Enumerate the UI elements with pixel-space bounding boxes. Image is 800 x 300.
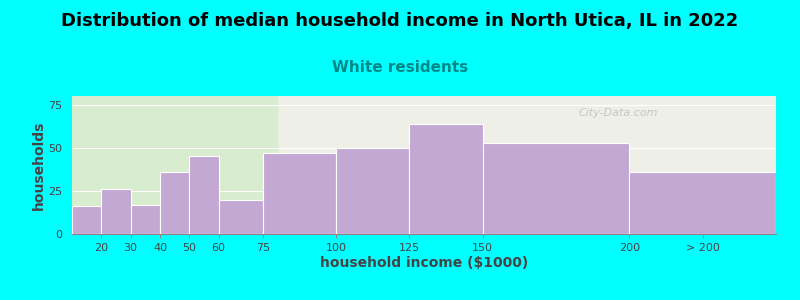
Bar [160, 172, 190, 234]
Bar [336, 148, 410, 234]
Bar [102, 189, 130, 234]
Bar [130, 205, 160, 234]
Bar [218, 200, 262, 234]
X-axis label: household income ($1000): household income ($1000) [320, 256, 528, 270]
Bar [410, 124, 482, 234]
Text: City-Data.com: City-Data.com [579, 108, 658, 118]
Bar [190, 156, 218, 234]
Bar [482, 142, 630, 234]
Bar [72, 96, 278, 234]
Text: White residents: White residents [332, 60, 468, 75]
Text: Distribution of median household income in North Utica, IL in 2022: Distribution of median household income … [62, 12, 738, 30]
Bar [72, 206, 102, 234]
Bar [262, 153, 336, 234]
Bar [630, 172, 776, 234]
Y-axis label: households: households [31, 120, 46, 210]
